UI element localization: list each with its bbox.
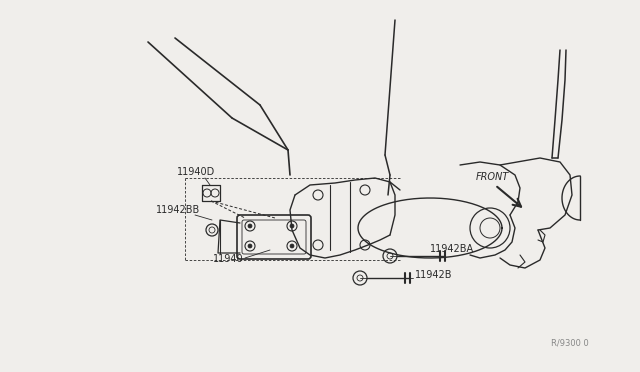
Text: 11940: 11940	[212, 254, 243, 264]
Text: 11942B: 11942B	[415, 270, 452, 280]
Text: 11942BA: 11942BA	[430, 244, 474, 254]
Circle shape	[248, 244, 252, 248]
Text: FRONT: FRONT	[476, 172, 509, 182]
Circle shape	[290, 244, 294, 248]
Text: 11942BB: 11942BB	[156, 205, 200, 215]
Circle shape	[290, 224, 294, 228]
Text: R/9300 0: R/9300 0	[551, 338, 589, 347]
Circle shape	[248, 224, 252, 228]
Text: 11940D: 11940D	[177, 167, 215, 177]
